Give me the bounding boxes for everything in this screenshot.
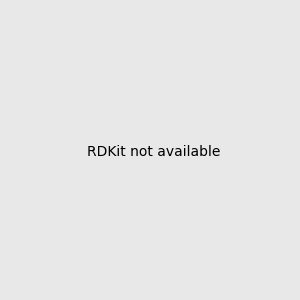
Text: RDKit not available: RDKit not available	[87, 145, 220, 158]
